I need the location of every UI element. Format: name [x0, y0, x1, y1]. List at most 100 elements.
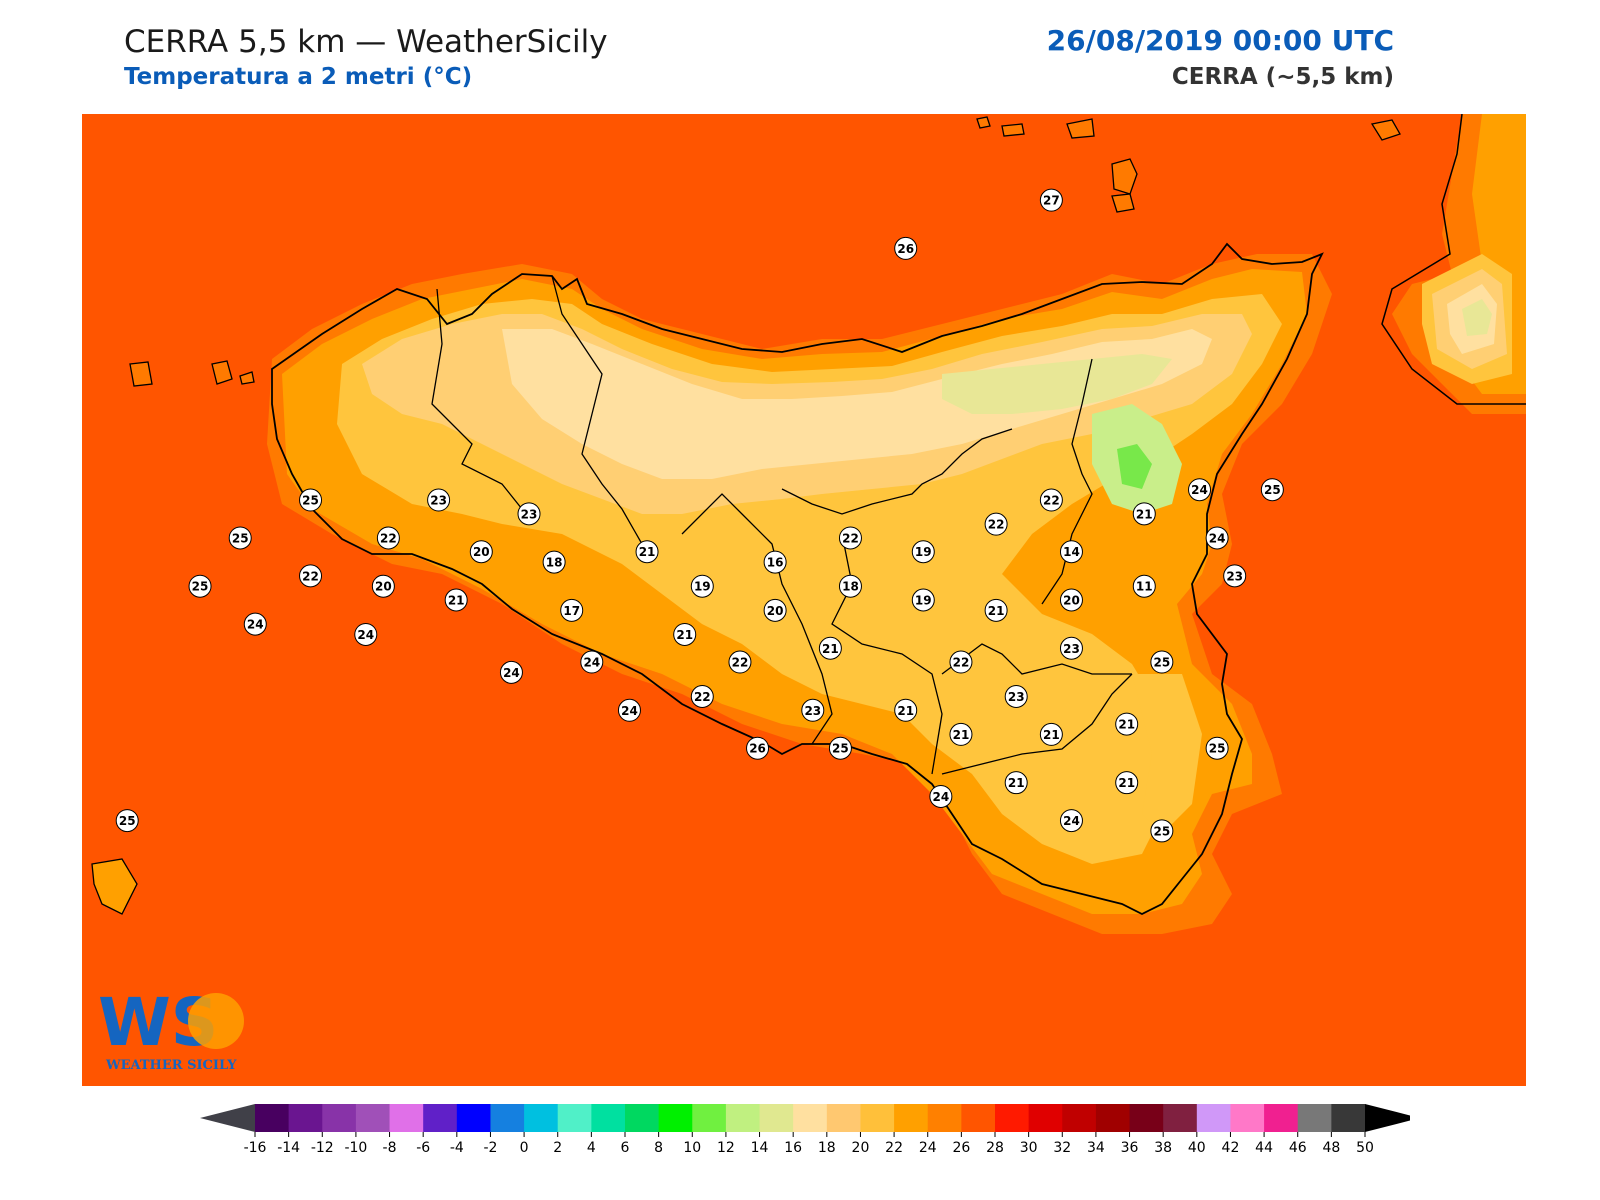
colorbar-tick-label: 48 — [1322, 1140, 1340, 1156]
colorbar-tick-label: 44 — [1255, 1140, 1273, 1156]
colorbar-tick-label: 6 — [621, 1140, 630, 1156]
colorbar-over-arrow — [1365, 1104, 1410, 1132]
station-label: 22 — [838, 526, 862, 550]
station-label: 23 — [801, 698, 825, 722]
colorbar-tick-label: 10 — [683, 1140, 701, 1156]
station-label: 17 — [560, 598, 584, 622]
station-value: 20 — [473, 545, 490, 559]
islands — [91, 116, 1401, 915]
colorbar-swatch — [860, 1104, 895, 1132]
station-label: 25 — [1205, 736, 1229, 760]
station-label: 19 — [911, 588, 935, 612]
station-value: 23 — [1226, 569, 1243, 583]
colorbar-swatch — [995, 1104, 1030, 1132]
station-value: 22 — [953, 656, 970, 670]
station-value: 26 — [897, 242, 914, 256]
temperature-colorbar: -16 -14 -12 -10 -8 -6 -4 -2 0 2 4 6 8 10 12 14 16 18 20 22 2… — [200, 1104, 1410, 1156]
station-label: 23 — [1059, 636, 1083, 660]
colorbar-swatch — [927, 1104, 962, 1132]
station-label: 25 — [188, 574, 212, 598]
station-value: 25 — [119, 814, 136, 828]
station-value: 21 — [1008, 776, 1025, 790]
station-value: 20 — [375, 580, 392, 594]
station-label: 27 — [1039, 188, 1063, 212]
station-label: 24 — [1205, 526, 1229, 550]
colorbar-swatch — [826, 1104, 861, 1132]
colorbar-tick-label: 16 — [784, 1140, 802, 1156]
colorbar-swatch — [692, 1104, 727, 1132]
station-value: 24 — [621, 704, 638, 718]
station-value: 21 — [1043, 728, 1060, 742]
station-label: 24 — [499, 660, 523, 684]
station-label: 26 — [894, 236, 918, 260]
station-label: 22 — [376, 526, 400, 550]
station-value: 23 — [521, 507, 538, 521]
colorbar-swatch — [1163, 1104, 1198, 1132]
station-label: 23 — [427, 488, 451, 512]
station-value: 25 — [1264, 483, 1281, 497]
calabria-coast — [1381, 114, 1526, 405]
station-label: 25 — [299, 488, 323, 512]
station-value: 25 — [232, 531, 249, 545]
station-value: 24 — [1063, 814, 1080, 828]
map-title: CERRA 5,5 km — WeatherSicily — [124, 24, 608, 60]
colorbar-tick-label: 40 — [1188, 1140, 1206, 1156]
colorbar-swatch — [490, 1104, 525, 1132]
colorbar-swatch — [423, 1104, 458, 1132]
station-label: 21 — [984, 598, 1008, 622]
station-value: 18 — [546, 556, 563, 570]
temperature-map: 27 26 25 23 23 25 22 20 18 21 16 22 19 22 22 21 24 25 14 24… — [82, 114, 1526, 1086]
salina-island — [1066, 118, 1095, 139]
station-value: 23 — [804, 704, 821, 718]
colorbar-swatch — [1230, 1104, 1265, 1132]
station-value: 21 — [897, 704, 914, 718]
station-label: 22 — [690, 685, 714, 709]
colorbar-tick-label: 36 — [1121, 1140, 1139, 1156]
station-value: 21 — [988, 604, 1005, 618]
station-value: 19 — [915, 594, 932, 608]
station-label: 20 — [763, 598, 787, 622]
station-label: 21 — [1039, 722, 1063, 746]
station-label: 21 — [1115, 771, 1139, 795]
alicudi-island — [1001, 123, 1025, 137]
sicily-16-zone — [942, 354, 1172, 414]
colorbar-tick-label: 22 — [885, 1140, 903, 1156]
station-value: 23 — [430, 494, 447, 508]
colorbar-tick-label: 50 — [1356, 1140, 1374, 1156]
station-label: 21 — [1132, 502, 1156, 526]
station-labels: 27 26 25 23 23 25 22 20 18 21 16 22 19 22 22 21 24 25 14 24… — [115, 188, 1284, 843]
station-label: 19 — [911, 540, 935, 564]
station-value: 24 — [933, 790, 950, 804]
station-label: 14 — [1059, 540, 1083, 564]
station-label: 22 — [984, 512, 1008, 536]
panarea-island — [976, 116, 991, 129]
station-label: 11 — [1132, 574, 1156, 598]
colorbar-swatch — [355, 1104, 391, 1132]
vulcano-island — [1111, 193, 1135, 213]
station-value: 22 — [842, 531, 859, 545]
colorbar-swatch — [658, 1104, 693, 1132]
colorbar-tick-label: -6 — [416, 1140, 430, 1156]
station-label: 16 — [763, 550, 787, 574]
colorbar-tick-label: 20 — [852, 1140, 870, 1156]
station-value: 16 — [767, 556, 784, 570]
variable-subtitle: Temperatura a 2 metri (°C) — [124, 64, 473, 90]
colorbar-tick-label: 14 — [751, 1140, 769, 1156]
colorbar-swatch — [389, 1104, 424, 1132]
station-value: 21 — [1118, 776, 1135, 790]
station-label: 24 — [1059, 809, 1083, 833]
colorbar-tick-label: 24 — [919, 1140, 937, 1156]
station-label: 18 — [542, 550, 566, 574]
station-value: 21 — [639, 545, 656, 559]
station-label: 21 — [444, 588, 468, 612]
station-label: 21 — [949, 722, 973, 746]
station-label: 20 — [469, 540, 493, 564]
station-value: 24 — [583, 656, 600, 670]
colorbar-swatch — [759, 1104, 794, 1132]
colorbar-tick-label: 42 — [1222, 1140, 1240, 1156]
colorbar-swatch — [625, 1104, 660, 1132]
station-label: 25 — [1150, 819, 1174, 843]
colorbar-swatch — [1062, 1104, 1097, 1132]
colorbar-swatch — [255, 1104, 290, 1132]
colorbar-swatch — [961, 1104, 996, 1132]
